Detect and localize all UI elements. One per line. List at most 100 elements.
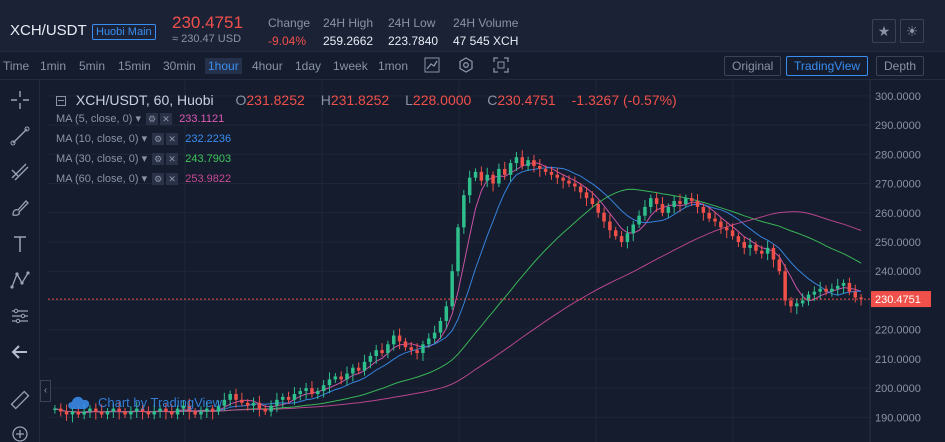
- ruler-icon[interactable]: [8, 390, 32, 412]
- candle: [543, 165, 548, 176]
- candle-body: [310, 388, 314, 394]
- candle-body: [830, 288, 834, 292]
- chevron-down-icon[interactable]: ▾: [141, 153, 148, 165]
- candle-body: [94, 408, 98, 412]
- settings-icon[interactable]: [457, 57, 475, 75]
- ma-row[interactable]: MA (60, close, 0) ▾ ⚙ ✕ 253.9822: [56, 172, 231, 186]
- candle: [695, 194, 700, 214]
- candle-body: [421, 344, 425, 354]
- candle: [526, 156, 530, 171]
- candle-body: [649, 198, 653, 207]
- zoom-in-icon[interactable]: [8, 424, 32, 442]
- candle-body: [508, 163, 513, 175]
- interval-15min[interactable]: 15min: [118, 59, 151, 73]
- candle-body: [240, 399, 244, 403]
- candle-body: [181, 405, 186, 409]
- candle: [689, 192, 694, 207]
- candle-body: [497, 168, 501, 184]
- interval-1hour[interactable]: 1hour: [205, 58, 242, 74]
- close-icon[interactable]: ✕: [166, 133, 179, 146]
- candle-body: [567, 180, 571, 184]
- ma-row[interactable]: MA (10, close, 0) ▾ ⚙ ✕ 232.2236: [56, 132, 231, 146]
- y-tick-label: 290.0000: [875, 120, 921, 132]
- view-original-button[interactable]: Original: [724, 56, 782, 76]
- candle-body: [771, 247, 776, 260]
- candle-body: [99, 411, 104, 415]
- interval-4hour[interactable]: 4hour: [252, 59, 283, 73]
- y-tick-label: 260.0000: [875, 208, 921, 220]
- interval-1week[interactable]: 1week: [333, 59, 368, 73]
- candle-body: [736, 236, 741, 242]
- candle-body: [362, 361, 367, 371]
- crosshair-icon[interactable]: [8, 90, 32, 112]
- close-icon[interactable]: ✕: [166, 173, 179, 186]
- measure-icon[interactable]: [8, 306, 32, 328]
- fullscreen-icon[interactable]: [492, 57, 510, 75]
- candle-body: [684, 198, 688, 204]
- candle: [228, 390, 232, 407]
- text-icon[interactable]: [8, 234, 32, 256]
- candle: [111, 403, 116, 418]
- candle: [427, 333, 431, 348]
- candle: [479, 166, 484, 186]
- collapse-legend-icon[interactable]: [56, 96, 66, 107]
- candle-body: [304, 388, 308, 392]
- back-arrow-icon[interactable]: [8, 342, 32, 364]
- candle: [316, 387, 320, 399]
- y-tick-label: 210.0000: [875, 354, 921, 366]
- gear-icon[interactable]: ⚙: [146, 113, 159, 126]
- candle-body: [391, 335, 396, 345]
- pair-title[interactable]: XCH/USDT: [10, 22, 87, 39]
- candle: [438, 317, 443, 340]
- ma-row[interactable]: MA (5, close, 0) ▾ ⚙ ✕ 233.1121: [56, 112, 224, 126]
- brush-icon[interactable]: [8, 198, 32, 220]
- candle: [397, 328, 402, 350]
- watermark-text: Chart by TradingView: [98, 394, 223, 410]
- interval-1day[interactable]: 1day: [295, 59, 322, 73]
- candle-body: [228, 394, 232, 400]
- candle-body: [724, 227, 729, 231]
- candle: [117, 401, 121, 420]
- ma-row[interactable]: MA (30, close, 0) ▾ ⚙ ✕ 243.7903: [56, 152, 231, 166]
- candle: [450, 264, 454, 310]
- candle: [199, 406, 203, 420]
- chevron-down-icon[interactable]: ▾: [141, 173, 148, 185]
- candle-body: [462, 195, 466, 228]
- trendline-icon[interactable]: [8, 126, 32, 148]
- candle: [835, 278, 840, 296]
- view-tradingview-button[interactable]: TradingView: [786, 56, 869, 76]
- candle: [280, 393, 285, 408]
- interval-time[interactable]: Time: [3, 59, 30, 73]
- interval-30min[interactable]: 30min: [163, 59, 196, 73]
- theme-button[interactable]: ☀: [900, 19, 924, 43]
- chevron-down-icon[interactable]: ▾: [135, 113, 142, 125]
- close-icon[interactable]: ✕: [160, 113, 173, 126]
- candle: [783, 264, 787, 306]
- pattern-icon[interactable]: [8, 270, 32, 292]
- candle: [327, 372, 332, 394]
- candle: [485, 167, 489, 188]
- gear-icon[interactable]: ⚙: [152, 153, 165, 166]
- view-depth-button[interactable]: Depth: [876, 56, 925, 76]
- candle-body: [467, 177, 472, 196]
- gear-icon[interactable]: ⚙: [152, 133, 165, 146]
- candle-body: [257, 402, 262, 409]
- moving-average-lines: [54, 161, 862, 414]
- interval-1mon[interactable]: 1mon: [378, 59, 409, 73]
- close-icon[interactable]: ✕: [166, 153, 179, 166]
- favorite-button[interactable]: ★: [872, 19, 896, 43]
- gear-icon[interactable]: ⚙: [152, 173, 165, 186]
- candle-body: [643, 206, 647, 216]
- chevron-down-icon[interactable]: ▾: [141, 133, 148, 145]
- candle-body: [573, 183, 577, 187]
- collapse-toolbar-button[interactable]: ‹: [40, 380, 51, 402]
- interval-5min[interactable]: 5min: [79, 59, 106, 73]
- fib-icon[interactable]: [8, 162, 32, 184]
- tradingview-watermark[interactable]: Chart by TradingView: [66, 394, 222, 410]
- candle: [105, 408, 110, 420]
- candle-body: [105, 411, 110, 415]
- chart-type-icon[interactable]: [423, 57, 441, 75]
- price-chart[interactable]: 300.0000 290.0000 280.0000 270.0000 260.0000…: [40, 80, 945, 442]
- interval-1min[interactable]: 1min: [40, 59, 67, 73]
- stat-24h-low: 24H Low 223.7840: [388, 16, 438, 48]
